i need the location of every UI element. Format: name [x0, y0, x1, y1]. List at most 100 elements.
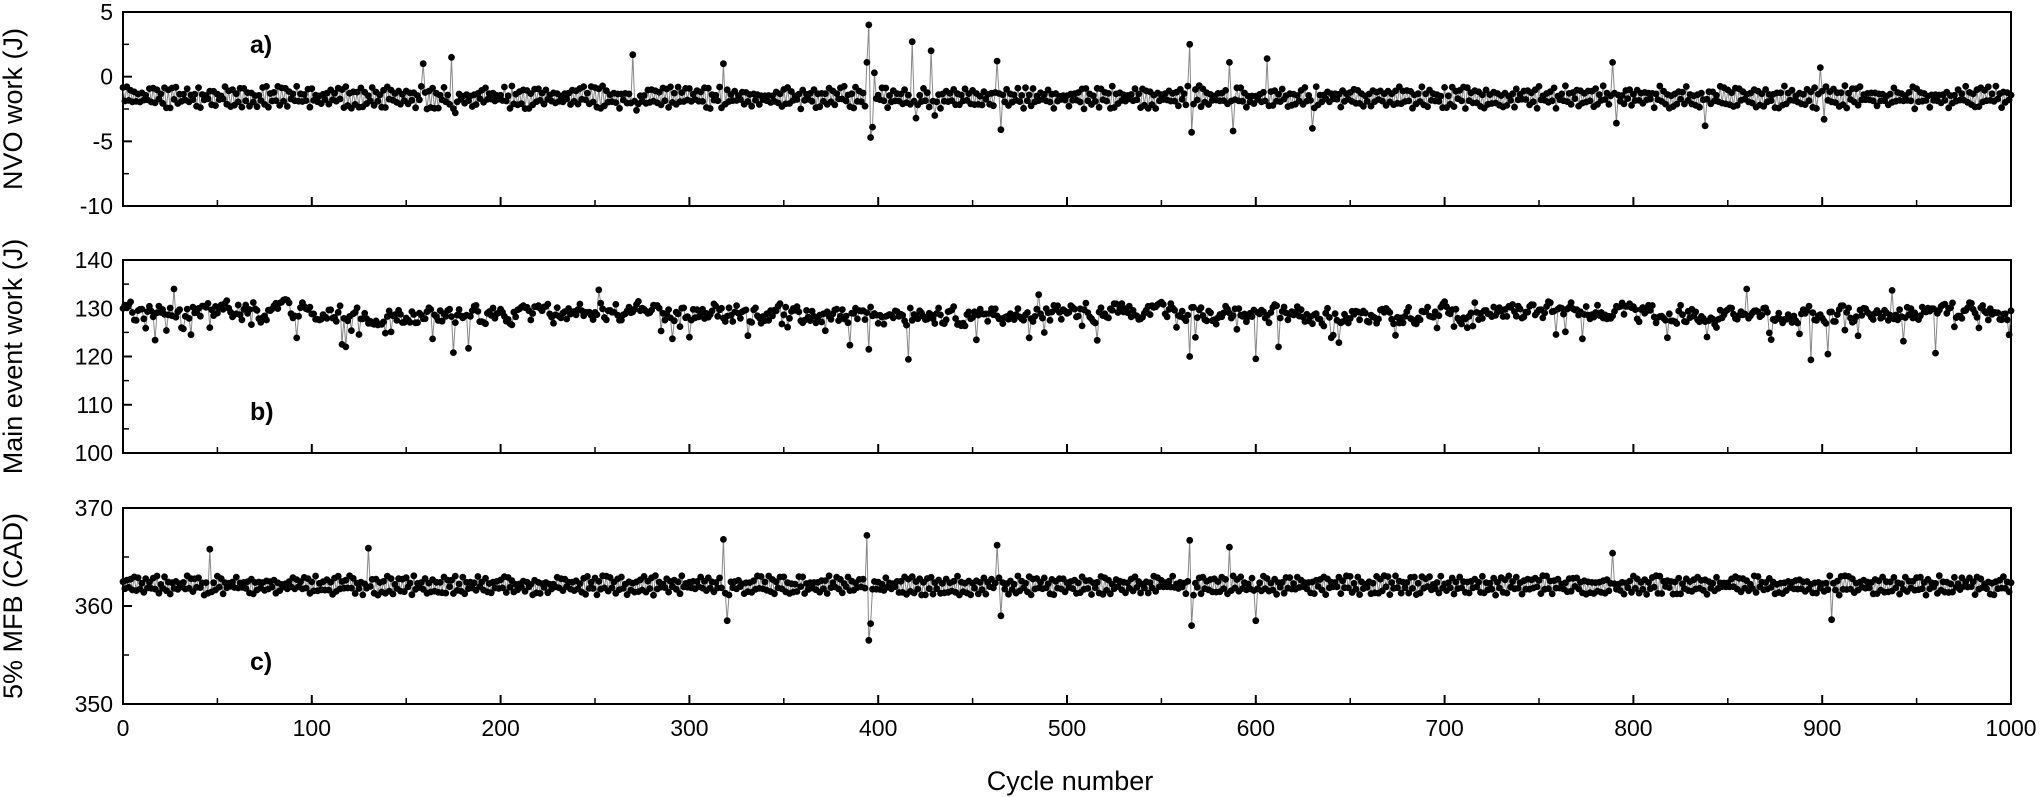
data-point: [1692, 308, 1700, 316]
data-point: [1892, 584, 1900, 592]
data-point: [1356, 591, 1363, 598]
data-point: [1443, 303, 1450, 311]
data-point: [1650, 583, 1658, 591]
data-point: [842, 97, 850, 105]
data-point: [720, 536, 727, 543]
data-point: [410, 311, 418, 318]
data-point: [436, 579, 444, 586]
data-point: [625, 90, 633, 98]
data-point: [502, 589, 510, 596]
data-point: [1743, 285, 1751, 293]
data-point: [1409, 104, 1416, 112]
data-point: [757, 573, 765, 580]
data-point: [1805, 302, 1813, 310]
data-point: [223, 297, 231, 304]
data-point: [699, 98, 706, 105]
data-point: [731, 87, 739, 95]
data-point: [180, 90, 187, 98]
data-point: [1512, 312, 1520, 320]
data-point: [821, 327, 829, 335]
data-point: [657, 327, 665, 335]
data-point: [623, 591, 631, 599]
data-point: [1879, 573, 1886, 581]
data-point: [1235, 305, 1243, 312]
data-point: [1679, 311, 1686, 319]
data-point: [602, 316, 610, 324]
data-point: [472, 302, 480, 309]
data-point: [1648, 302, 1656, 309]
data-point: [833, 305, 841, 313]
data-point: [1896, 590, 1903, 598]
data-point: [429, 84, 436, 92]
data-point: [215, 583, 223, 591]
data-point: [1964, 304, 1971, 312]
data-point: [1471, 299, 1479, 306]
data-point: [140, 315, 148, 323]
data-point: [1388, 579, 1396, 586]
data-point: [383, 313, 391, 320]
data-point: [385, 307, 393, 315]
data-point: [410, 572, 418, 580]
data-point: [263, 316, 270, 324]
data-point: [238, 316, 246, 324]
data-point: [712, 91, 720, 99]
data-point: [1273, 590, 1280, 598]
data-point: [769, 312, 776, 320]
data-point: [1562, 82, 1569, 90]
data-point: [776, 90, 784, 98]
data-point: [599, 82, 606, 90]
data-point: [776, 300, 784, 308]
data-point: [674, 83, 682, 91]
data-point: [1926, 103, 1934, 111]
data-point: [865, 345, 873, 353]
data-point: [1951, 323, 1958, 331]
data-point: [1896, 306, 1903, 313]
data-point: [612, 301, 620, 308]
data-point: [1382, 583, 1390, 591]
data-point: [1078, 322, 1086, 330]
data-point: [1386, 309, 1394, 316]
data-point: [1424, 103, 1431, 111]
y-tick-label: 100: [75, 440, 113, 466]
data-point: [997, 612, 1005, 620]
data-point: [355, 331, 363, 338]
data-point: [825, 572, 833, 580]
y-tick-label: 110: [76, 392, 113, 418]
data-point: [499, 584, 506, 592]
data-point: [1252, 355, 1260, 363]
y-tick-label: 120: [75, 344, 113, 370]
data-point: [474, 308, 482, 315]
data-point: [1260, 88, 1267, 96]
data-point: [863, 309, 871, 316]
data-point: [1031, 313, 1039, 320]
data-point: [1548, 590, 1556, 598]
x-tick-label: 0: [117, 715, 130, 741]
data-point: [382, 329, 389, 337]
data-point: [331, 89, 338, 97]
data-point: [1971, 591, 1979, 598]
data-point: [1411, 573, 1418, 581]
data-point: [1845, 89, 1852, 97]
x-tick-label: 200: [481, 715, 519, 741]
data-point: [1807, 356, 1815, 364]
data-point: [197, 104, 204, 111]
data-point: [187, 331, 195, 339]
data-point: [210, 579, 218, 587]
data-point: [414, 319, 421, 326]
data-point: [1869, 316, 1877, 323]
data-point: [1822, 579, 1830, 587]
data-point: [1133, 96, 1141, 104]
x-tick-label: 700: [1425, 715, 1463, 741]
data-point: [646, 585, 654, 592]
data-point: [1503, 102, 1511, 109]
data-point: [2005, 331, 2013, 339]
data-point: [1656, 82, 1664, 90]
data-point: [1845, 304, 1852, 312]
data-point: [1392, 331, 1399, 339]
data-point: [1841, 326, 1849, 334]
data-point: [536, 590, 544, 597]
data-point: [229, 578, 236, 586]
data-point: [1837, 89, 1845, 97]
data-point: [1310, 590, 1318, 597]
data-point: [1243, 318, 1250, 326]
